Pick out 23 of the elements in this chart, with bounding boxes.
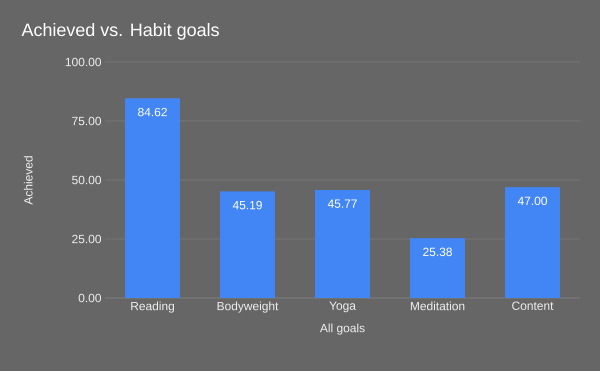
bar	[410, 238, 466, 298]
y-tick-label: 100.00	[66, 58, 102, 66]
bar	[505, 187, 560, 298]
x-axis-title: All goals	[320, 324, 365, 335]
chart-title: Achieved vs. Habit goals	[22, 23, 219, 40]
x-tick-label: Meditation	[410, 302, 464, 310]
data-label: 45.19	[232, 200, 262, 210]
bar	[220, 191, 276, 298]
data-label: 47.00	[518, 196, 547, 206]
data-label: 84.62	[138, 108, 167, 116]
y-tick-label: 25.00	[72, 234, 102, 244]
y-tick-label: 50.00	[72, 176, 102, 184]
y-tick-label: 75.00	[72, 116, 102, 126]
bar	[315, 190, 370, 298]
x-tick-label: Bodyweight	[218, 302, 278, 313]
y-axis-title: Achieved	[24, 156, 33, 205]
x-tick-label: Yoga	[329, 302, 356, 312]
y-tick-label: 0.00	[78, 294, 102, 302]
x-tick-label: Content	[512, 302, 554, 310]
bar	[125, 98, 180, 298]
data-label: 45.77	[328, 200, 357, 208]
x-tick-label: Reading	[131, 302, 174, 313]
data-label: 25.38	[423, 248, 452, 256]
